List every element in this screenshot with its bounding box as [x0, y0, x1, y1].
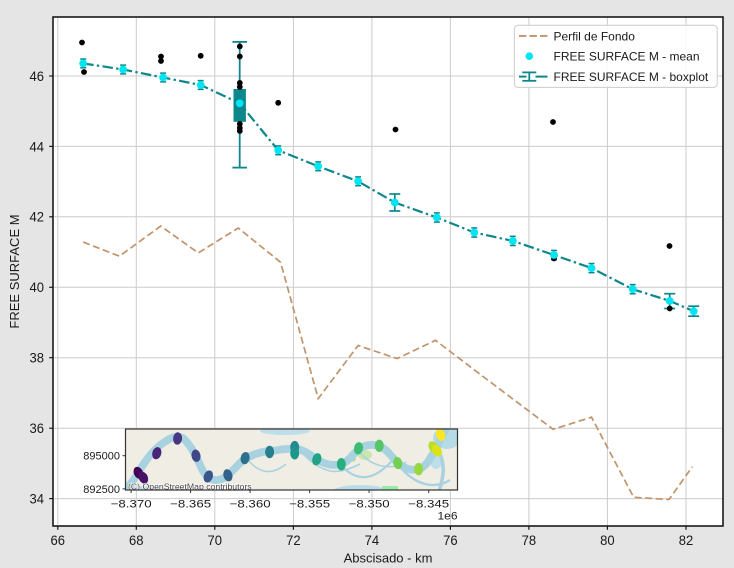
svg-text:76: 76	[443, 532, 458, 548]
svg-text:−8.355: −8.355	[289, 499, 330, 511]
svg-text:895000: 895000	[83, 451, 120, 463]
svg-text:1e6: 1e6	[438, 511, 458, 523]
svg-text:−8.350: −8.350	[349, 499, 390, 511]
svg-text:72: 72	[286, 532, 301, 548]
svg-text:46: 46	[30, 68, 45, 84]
svg-text:−8.345: −8.345	[408, 499, 449, 511]
svg-text:−8.360: −8.360	[230, 499, 271, 511]
svg-text:70: 70	[208, 532, 223, 548]
svg-text:80: 80	[600, 532, 615, 548]
svg-text:78: 78	[522, 532, 537, 548]
svg-text:FREE SURFACE M - mean: FREE SURFACE M - mean	[554, 50, 700, 64]
svg-text:−8.370: −8.370	[111, 499, 152, 511]
svg-text:42: 42	[30, 209, 45, 225]
svg-text:34: 34	[30, 491, 45, 507]
svg-text:Abscisado - km: Abscisado - km	[344, 551, 433, 566]
svg-text:68: 68	[129, 532, 144, 548]
svg-text:892500: 892500	[83, 484, 120, 496]
svg-text:82: 82	[679, 532, 694, 548]
svg-text:Perfil de Fondo: Perfil de Fondo	[554, 29, 636, 43]
svg-text:74: 74	[365, 532, 380, 548]
svg-text:36: 36	[30, 420, 45, 436]
svg-text:44: 44	[30, 138, 45, 154]
svg-text:FREE SURFACE M: FREE SURFACE M	[7, 214, 22, 328]
svg-text:−8.365: −8.365	[170, 499, 211, 511]
svg-text:(C) OpenStreetMap contributors: (C) OpenStreetMap contributors	[128, 482, 252, 492]
svg-text:66: 66	[51, 532, 66, 548]
svg-text:FREE SURFACE M - boxplot: FREE SURFACE M - boxplot	[554, 70, 709, 84]
svg-text:40: 40	[30, 279, 45, 295]
svg-text:38: 38	[30, 350, 45, 366]
